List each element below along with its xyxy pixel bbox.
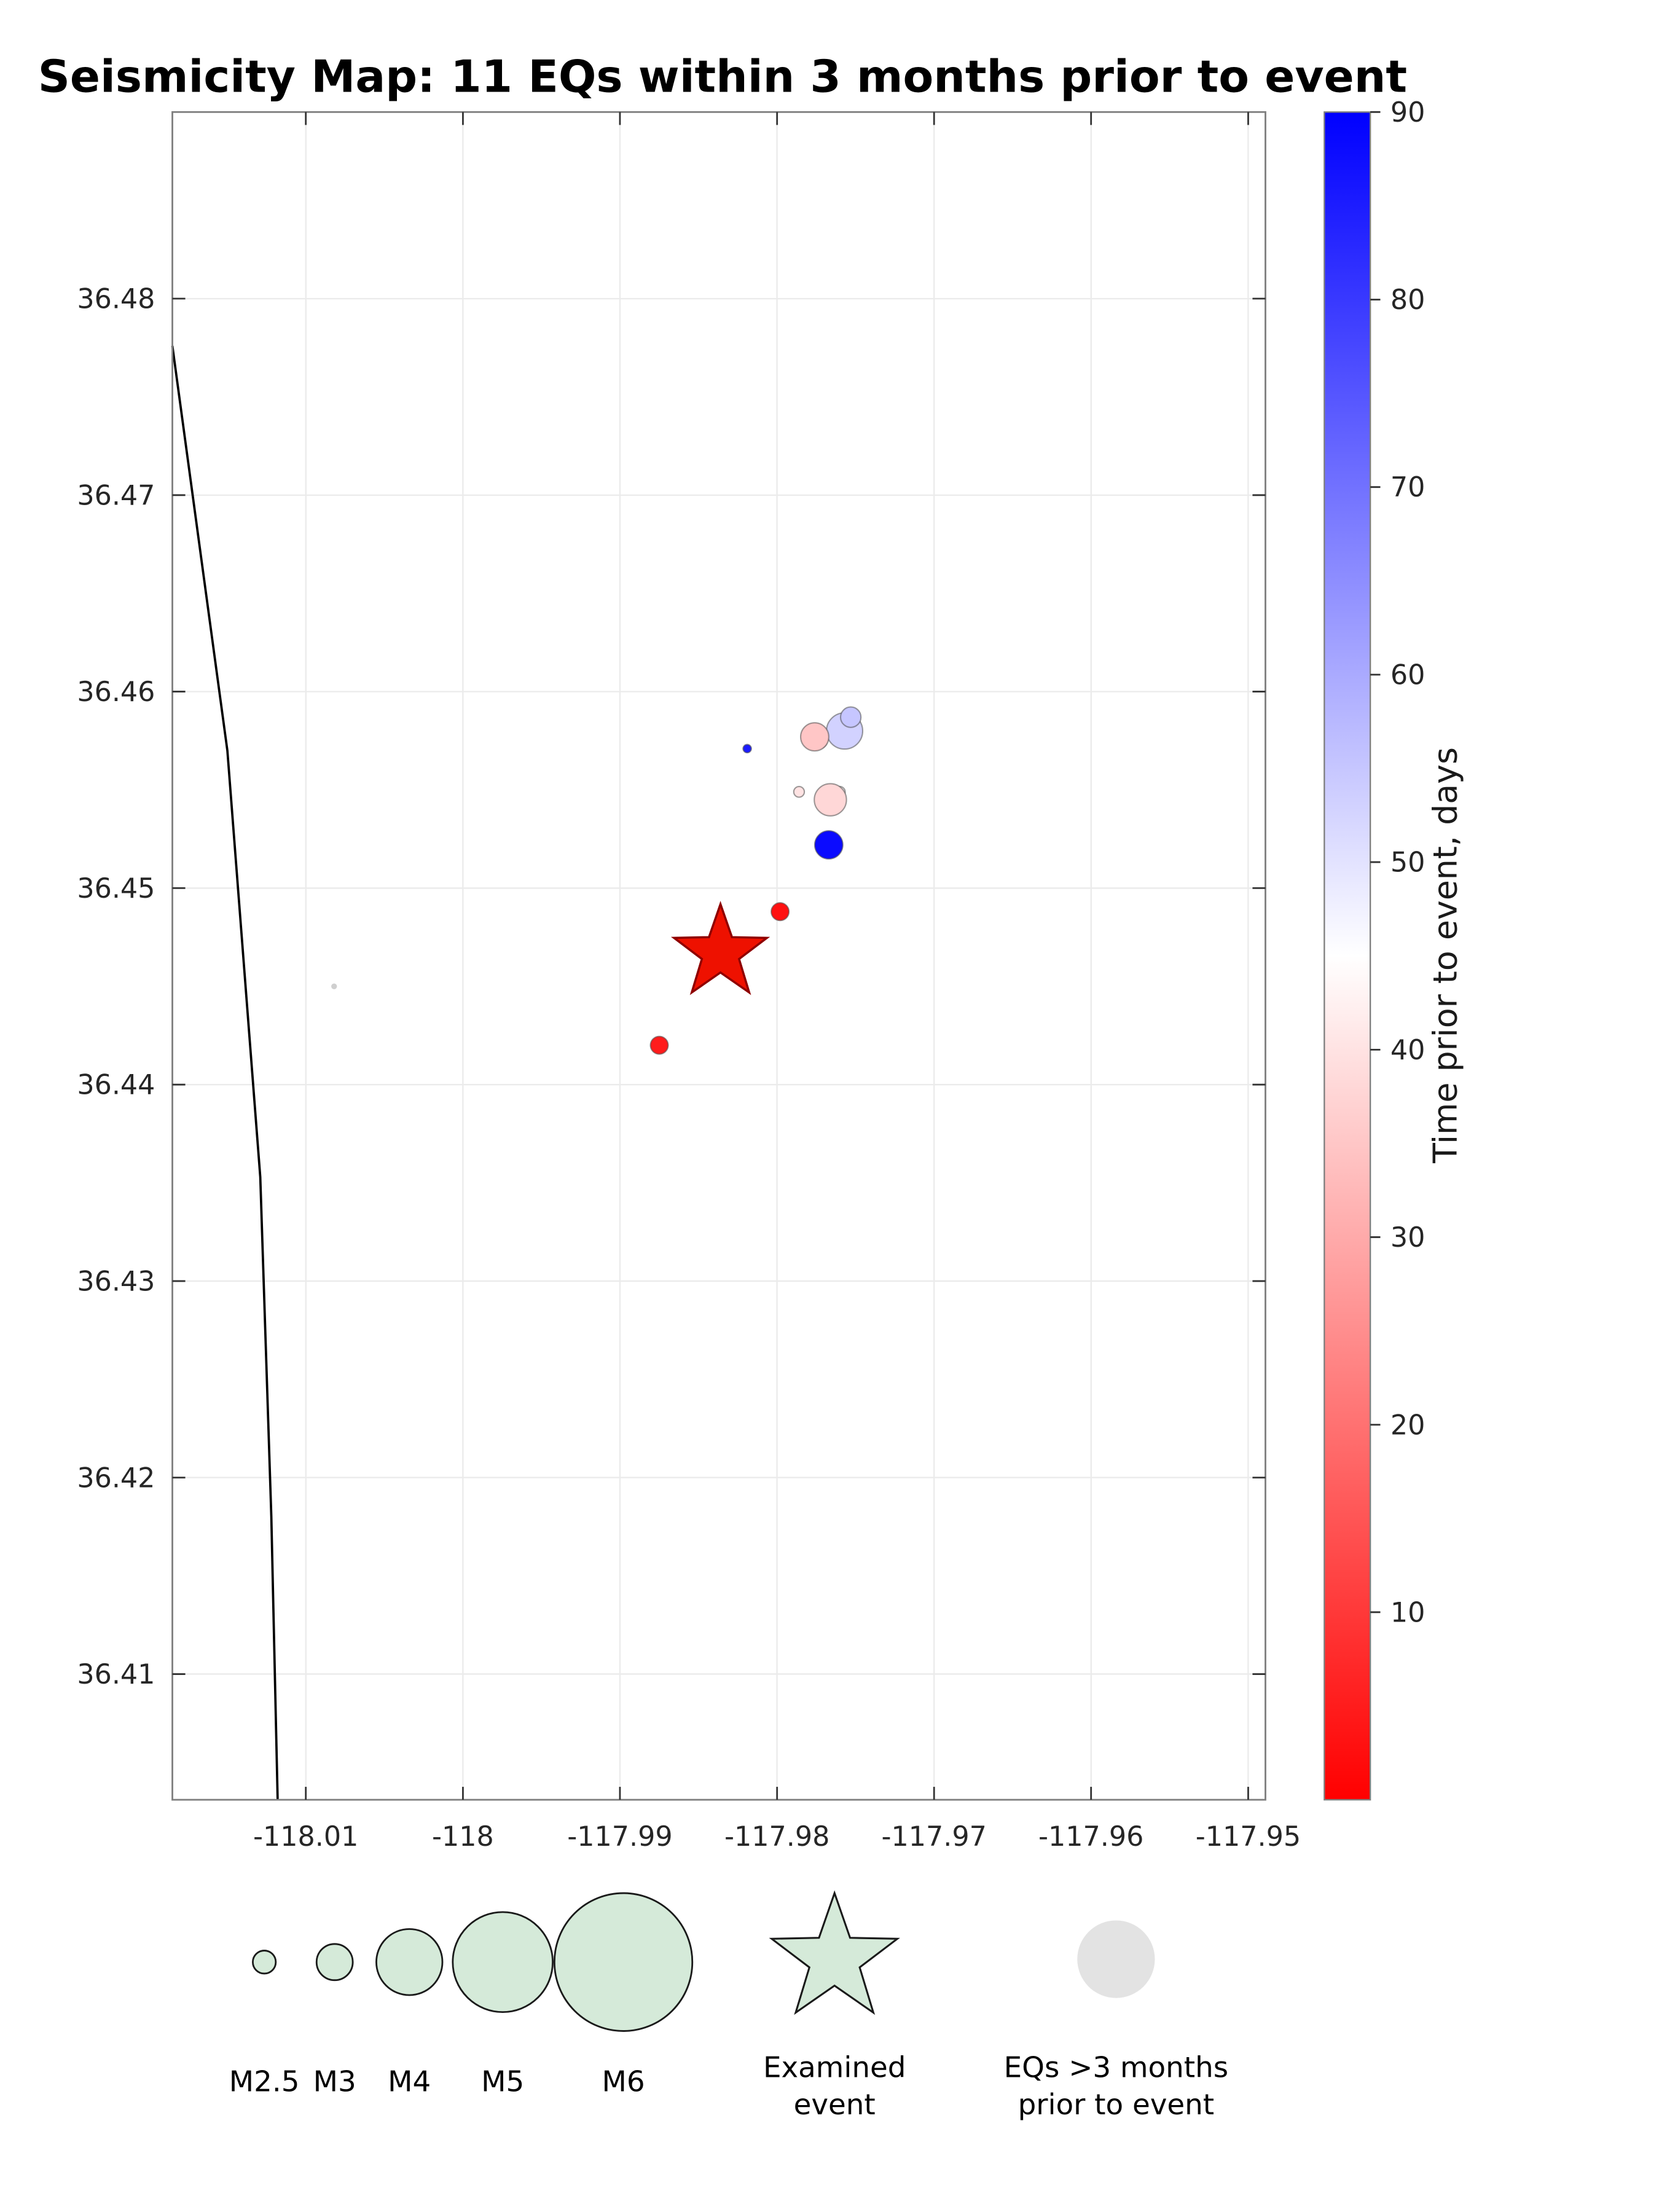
colorbar-tick-label: 80: [1390, 284, 1426, 316]
map-layers: [171, 345, 864, 1800]
x-tick-label: -118.01: [253, 1821, 358, 1853]
x-tick-label: -118: [432, 1821, 494, 1853]
colorbar-tick-label: 70: [1390, 472, 1426, 503]
colorbar-tick-label: 30: [1390, 1222, 1426, 1253]
eq-marker: [814, 830, 844, 860]
x-tick-label: -117.99: [567, 1821, 672, 1853]
y-tick-label: 36.46: [77, 677, 155, 708]
axes: -118.01 -118 -117.99 -117.98 -117.97 -117.96 -…: [77, 111, 1301, 1853]
colorbar-tick-label: 10: [1390, 1597, 1426, 1628]
legend-size-circle: [315, 1943, 354, 1982]
x-tick-label: -117.98: [724, 1821, 830, 1853]
examined-event-star: [670, 901, 771, 995]
x-tick-label: -117.96: [1038, 1821, 1143, 1853]
y-tick-label: 36.44: [77, 1070, 155, 1101]
y-tick-label: 36.42: [77, 1462, 155, 1494]
legend-size-label: M6: [602, 2066, 645, 2099]
fault-line: [171, 345, 279, 1800]
background-eq-marker: [331, 983, 337, 989]
legend-background-label: EQs >3 months: [1004, 2051, 1228, 2084]
eq-marker: [742, 743, 752, 754]
legend-background-label: prior to event: [1018, 2088, 1215, 2122]
legend-size-label: M3: [313, 2066, 356, 2099]
colorbar-tick-label: 90: [1390, 97, 1426, 128]
legend-size-circle: [252, 1950, 277, 1975]
legend-size-circle: [452, 1911, 554, 2013]
chart-title: Seismicity Map: 11 EQs within 3 months p…: [38, 52, 1407, 103]
colorbar-label: Time prior to event, days: [1426, 747, 1464, 1164]
colorbar-tick-label: 60: [1390, 660, 1426, 691]
colorbar-tick-label: 20: [1390, 1410, 1426, 1441]
legend-size-circle: [375, 1928, 444, 1996]
grid: [172, 112, 1266, 1800]
legend-background-circle: [1077, 1920, 1155, 1998]
eq-marker: [649, 1035, 669, 1055]
legend-examined-label: Examined: [763, 2051, 906, 2084]
legend-size-label: M5: [481, 2066, 524, 2099]
legend-examined-star: [769, 1890, 900, 2015]
colorbar-tick-label: 40: [1390, 1035, 1426, 1066]
x-tick-label: -117.97: [881, 1821, 986, 1853]
eq-marker: [793, 786, 806, 798]
y-tick-label: 36.41: [77, 1659, 155, 1690]
legend-size-label: M4: [388, 2066, 431, 2099]
y-tick-label: 36.45: [77, 873, 155, 904]
colorbar: 10 20 30 40 50 60 70 80 90: [1324, 97, 1426, 1801]
x-tick-label: -117.95: [1196, 1821, 1301, 1853]
eq-marker: [814, 783, 847, 817]
y-tick-label: 36.43: [77, 1266, 155, 1298]
legend-examined-label: event: [794, 2088, 876, 2122]
y-tick-label: 36.47: [77, 480, 155, 511]
eq-marker: [771, 902, 790, 922]
y-tick-label: 36.48: [77, 284, 155, 315]
eq-marker: [839, 706, 862, 728]
eq-marker: [799, 722, 830, 752]
legend-size-circle: [553, 1892, 694, 2032]
legend: M2.5 M3 M4 M5 M6 Examined event EQs >3 months pr…: [229, 1890, 1228, 2122]
colorbar-tick-label: 50: [1390, 847, 1426, 879]
legend-size-label: M2.5: [229, 2066, 300, 2099]
